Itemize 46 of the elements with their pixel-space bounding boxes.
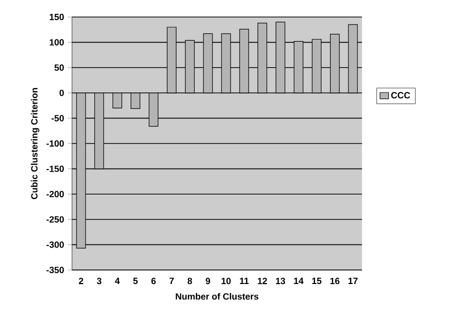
- x-tick-label: 2: [78, 278, 84, 284]
- bar: [130, 92, 140, 109]
- bar: [94, 92, 104, 170]
- bar: [239, 28, 249, 94]
- y-axis-title: Cubic Clustering Criterion: [30, 88, 40, 200]
- x-tick-label: 11: [240, 278, 249, 284]
- x-tick-label: 16: [330, 278, 340, 284]
- x-tick-label: 3: [96, 278, 102, 284]
- x-tick-label: 12: [258, 278, 267, 284]
- x-tick-label: 13: [276, 278, 286, 284]
- y-tick-label: 50: [54, 64, 64, 71]
- y-tick-label: -200: [46, 190, 64, 198]
- bar: [348, 24, 358, 94]
- y-tick-label: -50: [52, 115, 64, 122]
- legend-label: CCC: [391, 92, 410, 98]
- x-tick-label: 17: [348, 278, 358, 284]
- bar: [294, 40, 304, 94]
- y-tick-label: -300: [46, 241, 64, 248]
- y-tick-label: 150: [50, 14, 64, 20]
- y-tick-label: -150: [46, 166, 64, 172]
- bar: [112, 92, 122, 108]
- y-tick-label: -350: [46, 266, 64, 274]
- bar: [258, 22, 268, 94]
- x-tick-label: 4: [114, 278, 120, 284]
- x-axis-title: Number of Clusters: [176, 293, 258, 300]
- x-tick-label: 9: [206, 278, 210, 284]
- bar: [185, 40, 195, 94]
- bar: [330, 34, 340, 94]
- bar: [221, 33, 231, 94]
- x-tick-label: 15: [312, 278, 322, 284]
- y-tick-label: 100: [50, 39, 64, 46]
- y-tick-label: -100: [46, 140, 64, 147]
- bar: [312, 38, 322, 94]
- bar: [203, 33, 213, 94]
- x-tick-label: 8: [188, 278, 192, 284]
- x-tick-label: 6: [151, 278, 156, 284]
- bar: [276, 22, 286, 94]
- bar: [148, 92, 158, 127]
- bar: [166, 26, 176, 94]
- bar: [76, 92, 86, 249]
- x-tick-label: 14: [294, 278, 304, 284]
- x-tick-label: 5: [133, 278, 138, 284]
- y-tick-label: 0: [60, 90, 64, 96]
- y-tick-label: -250: [46, 216, 64, 223]
- x-tick-label: 10: [222, 278, 231, 284]
- x-tick-label: 7: [170, 278, 174, 284]
